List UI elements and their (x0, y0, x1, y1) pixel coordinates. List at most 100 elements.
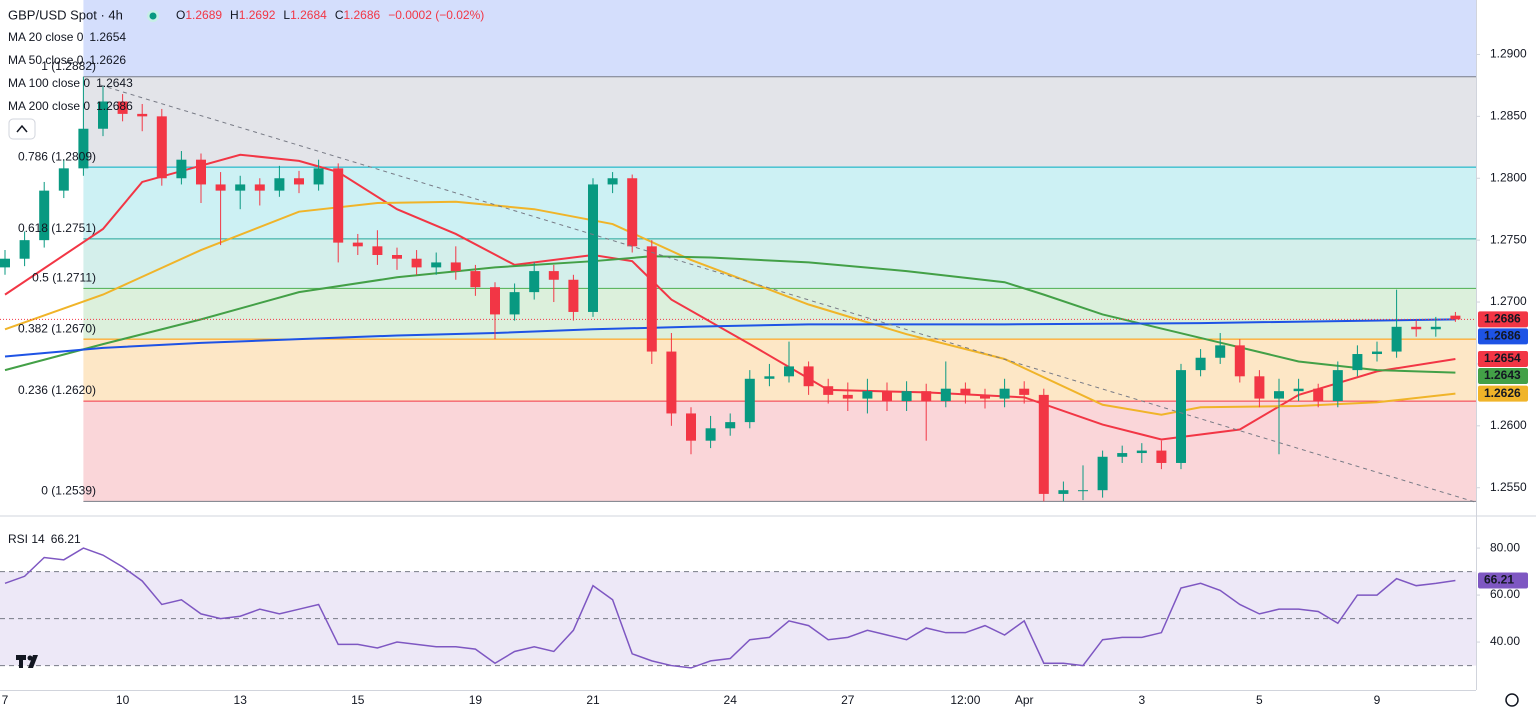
candle-body (333, 168, 344, 243)
candle-body (117, 101, 128, 114)
candle-body (254, 184, 265, 191)
fib-band (83, 339, 1476, 402)
candle-body (156, 116, 167, 179)
y-tick-label: 1.2900 (1490, 47, 1527, 61)
candle-body (1078, 490, 1088, 492)
candle-body (176, 159, 187, 179)
candle-body (588, 184, 598, 312)
candle-body (960, 388, 971, 395)
x-tick-label: 13 (234, 693, 248, 707)
legend-name: MA 20 close 0 (8, 30, 84, 44)
candle-body (1372, 351, 1382, 355)
candle-body (411, 258, 422, 268)
candle-body (627, 178, 638, 247)
change: −0.0002 (−0.02%) (388, 8, 484, 22)
candle-body (215, 184, 226, 191)
x-tick-label: 10 (116, 693, 130, 707)
fib-band (83, 238, 1476, 289)
candle-body (1058, 490, 1069, 494)
rsi-line (4, 547, 1456, 669)
legend-value: 1.2686 (96, 99, 133, 113)
candle-body (744, 378, 755, 423)
rsi-tag-label: 66.21 (1484, 573, 1514, 587)
fib-label: 0.5 (1.2711) (32, 271, 96, 285)
legend-name: MA 200 close 0 (8, 99, 90, 113)
moving-average (4, 255, 1456, 374)
candle-body (137, 113, 148, 117)
x-tick-label: 24 (724, 693, 738, 707)
y-tick-label: 1.2600 (1490, 418, 1527, 432)
candle-body (901, 391, 912, 402)
candle-body (1274, 391, 1284, 399)
candle-body (1195, 357, 1206, 371)
candle-body (39, 190, 50, 241)
y-tick-label: 1.2550 (1490, 480, 1527, 494)
candle-body (450, 262, 461, 272)
y-tick-label: 1.2700 (1490, 294, 1527, 308)
legend-value: 1.2643 (96, 76, 133, 90)
candle-body (490, 287, 500, 315)
candle-body (19, 240, 30, 259)
moving-average (4, 200, 1456, 416)
x-tick-label: 21 (586, 693, 600, 707)
moving-average (4, 318, 1456, 358)
legend-name: MA 50 close 0 (8, 53, 84, 67)
candle-body (1450, 315, 1461, 320)
rsi-tag (1478, 572, 1528, 589)
candle-body (313, 168, 324, 185)
x-tick-label: 3 (1138, 693, 1145, 707)
candle-body (1136, 450, 1147, 454)
ohlc-value: 1.2689 (185, 8, 222, 22)
fib-label: 0 (1.2539) (41, 484, 96, 498)
price-tag (1478, 328, 1528, 345)
price-tag-label: 1.2626 (1484, 386, 1521, 400)
fib-label: 0.236 (1.2620) (18, 383, 96, 397)
candle-body (78, 128, 89, 169)
candle-body (725, 422, 736, 429)
candle-body (1019, 388, 1030, 395)
candle-body (235, 184, 246, 191)
candle-body (1313, 388, 1324, 402)
ohlc-key: H (230, 8, 239, 22)
settings-icon[interactable] (1505, 693, 1519, 707)
candle-body (803, 366, 814, 387)
candle-body (999, 388, 1010, 399)
candle-body (196, 159, 206, 185)
candle-body (705, 428, 716, 441)
candle-body (1038, 394, 1049, 494)
candle-body (1430, 326, 1441, 330)
candle-body (58, 168, 69, 191)
candle-body (1254, 376, 1265, 399)
candle-body (294, 178, 304, 185)
candle-body (882, 391, 892, 402)
collapse-icon (16, 124, 28, 133)
candle-body (1391, 326, 1402, 352)
ohlc-line: O1.2689 H1.2692 L1.2684 C1.2686 −0.0002 (−0.… (176, 8, 484, 22)
y-tick-label: 40.00 (1490, 634, 1520, 648)
candle-body (509, 292, 520, 315)
candle-body (529, 271, 540, 293)
price-tag (1478, 385, 1528, 402)
candle-body (1156, 450, 1167, 463)
y-tick-label: 1.2850 (1490, 109, 1527, 123)
candle-body (470, 271, 481, 288)
candle-body (568, 279, 579, 312)
candle-body (352, 242, 363, 247)
candle-body (1097, 456, 1108, 491)
fib-label: 0.382 (1.2670) (18, 321, 96, 335)
candle-body (784, 366, 794, 377)
candle-body (686, 413, 696, 441)
price-pane (0, 0, 1476, 669)
candle-body (862, 391, 873, 399)
candle-body (0, 258, 10, 268)
candle-body (921, 391, 932, 402)
x-tick-label: 19 (469, 693, 483, 707)
candle-body (431, 262, 442, 268)
fib-band (83, 288, 1476, 340)
x-tick-label: Apr (1015, 693, 1034, 707)
symbol-title: GBP/USD Spot · 4h (8, 7, 123, 22)
candle-body (607, 178, 618, 185)
candle-body (764, 376, 775, 379)
collapse-button[interactable] (8, 118, 36, 140)
x-tick-label: 9 (1374, 693, 1381, 707)
